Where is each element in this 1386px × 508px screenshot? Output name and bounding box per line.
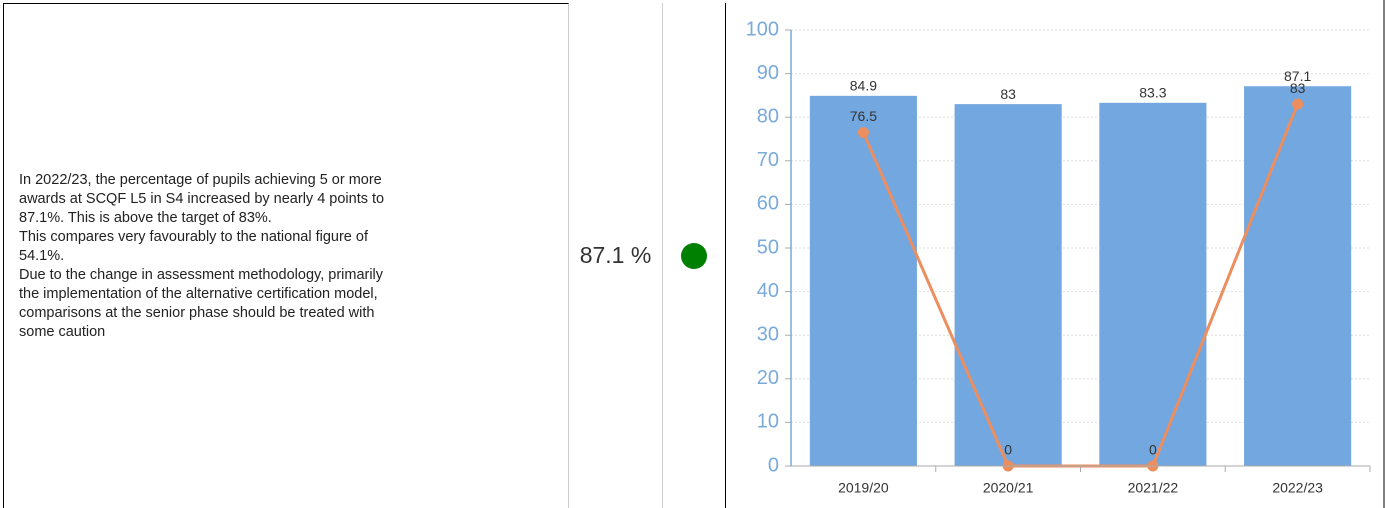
y-tick-label: 20 [757,367,779,389]
bar-label: 83 [1000,86,1016,102]
bar [954,104,1062,467]
y-tick-label: 0 [768,454,779,476]
bar [1099,102,1207,466]
y-tick-label: 80 [757,105,779,127]
x-tick-label: 2022/23 [1272,480,1323,496]
paragraph: This compares very favourably to the nat… [19,228,368,264]
point-label: 76.5 [850,108,877,124]
paragraph: Due to the change in assessment methodol… [19,266,384,340]
line-point [857,126,869,138]
bar-label: 83.3 [1139,85,1166,101]
y-tick-label: 70 [757,149,779,171]
y-tick-label: 50 [757,236,779,258]
paragraph: In 2022/23, the percentage of pupils ach… [19,171,385,226]
line-point [1292,98,1304,110]
bar [1244,86,1352,466]
point-label: 0 [1149,442,1157,458]
value-cell: 87.1 % [569,3,663,508]
status-dot [681,242,707,269]
y-tick-label: 30 [757,323,779,345]
x-tick-label: 2021/22 [1128,480,1179,496]
status-cell [663,3,726,508]
chart: 0 10 20 30 40 50 60 70 80 90 100 2019/20 2020/21 2021… [746,0,1385,508]
y-tick-label: 100 [746,18,779,40]
description: In 2022/23, the percentage of pupils ach… [19,171,389,342]
y-tick-label: 10 [757,411,779,433]
bar [809,95,917,466]
value: 87.1 % [579,242,652,268]
bar-label: 84.9 [850,78,877,94]
x-tick-label: 2019/20 [838,480,889,496]
point-label: 0 [1004,442,1012,458]
y-tick-label: 90 [757,62,779,84]
y-tick-label: 60 [757,193,779,215]
description-cell: In 2022/23, the percentage of pupils ach… [3,3,569,508]
line [861,103,1300,468]
x-tick-label: 2020/21 [983,480,1034,496]
bar-label: 87.1 [1284,68,1311,84]
point-label: 83 [1290,80,1306,96]
y-tick-label: 40 [757,280,779,302]
